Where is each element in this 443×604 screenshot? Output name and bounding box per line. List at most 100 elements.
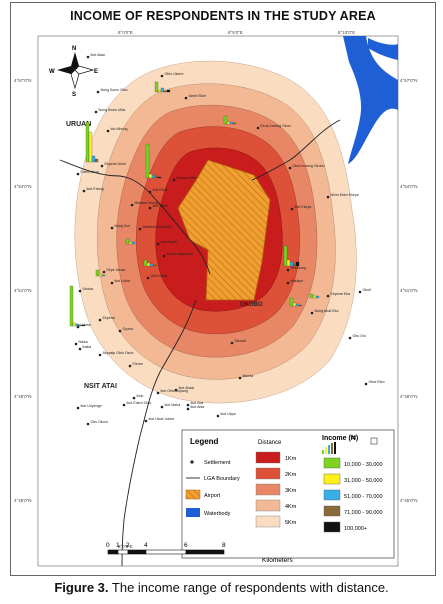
settlement-label: Ikot Abia <box>191 405 205 409</box>
income-bar <box>69 285 74 327</box>
settlement-point <box>76 325 80 329</box>
distance-legend: 1Km 2Km 3Km 4Km 5Km <box>255 451 297 528</box>
north-arrow-icon: N S E W <box>49 46 98 98</box>
settlement-label: Ikot Abasi <box>179 386 195 390</box>
income-bar <box>78 324 83 327</box>
distance-swatch <box>255 515 281 528</box>
settlement-label: Ikot Nkim <box>153 204 168 208</box>
settlement-point <box>326 294 330 298</box>
settlement-label: Okoedi <box>235 339 247 343</box>
settlement-point <box>76 172 80 176</box>
income-label: 71,000 - 90,000 <box>344 510 383 516</box>
settlement-symbol <box>190 460 194 464</box>
settlement-label: Mbiaikot Ikot Nkim <box>143 225 172 229</box>
settlement-point <box>148 190 152 194</box>
scale-tick-label: 6 <box>184 542 188 549</box>
settlement-label: Ikot Akpan <box>161 240 178 244</box>
income-bar <box>91 155 96 163</box>
settlement-point <box>102 270 106 274</box>
income-bar <box>157 176 162 179</box>
settlement-point <box>156 242 160 246</box>
lga-boundary <box>251 119 341 181</box>
settlement-label: Obio Usiere <box>165 72 184 76</box>
settlement: Ikot Nkim <box>148 204 168 210</box>
settlement-label: Esuk Inwang Okon <box>261 124 291 128</box>
income-bar <box>149 263 154 267</box>
settlement-point <box>98 353 102 357</box>
scale-segment <box>185 549 225 555</box>
settlement-point <box>184 96 188 100</box>
settlement-label: Udeke <box>81 323 91 327</box>
settlements-layer: Ikot Akan Obio Usiere Nung Ikono Obio Ishie… <box>74 53 384 426</box>
settlement-point <box>82 189 86 193</box>
region-label-uruan: URUAN <box>66 121 91 128</box>
income-bar <box>223 115 228 125</box>
income-bar-cluster <box>125 238 136 245</box>
grid-label-left: 4°54'0"N <box>14 184 32 189</box>
settlement-label: Idaukpe <box>291 279 304 283</box>
settlement-label: Nkim Ekim Ekeya <box>331 193 359 197</box>
settlement: Ikot Udua <box>110 279 130 285</box>
settlement-point <box>160 405 164 409</box>
income-swatch <box>323 521 341 533</box>
settlement-point <box>122 403 126 407</box>
scale-segment <box>117 549 129 555</box>
settlement-label: Ikot Udua <box>115 279 130 283</box>
settlement-point <box>162 254 166 258</box>
scale-tick-label: 8 <box>222 542 226 549</box>
settlement: Ndisa <box>74 340 88 346</box>
settlement-label: Mbiabet Idiong <box>135 201 159 205</box>
income-bar <box>163 90 168 93</box>
settlement: Ikot Ekeya <box>290 205 312 211</box>
income-bar <box>229 121 234 125</box>
settlement-point <box>148 206 152 210</box>
scale-tick-label: 0 <box>106 542 110 549</box>
settlement: Ikot Akpan <box>156 240 178 246</box>
income-bar <box>72 322 77 327</box>
settlement-label: Eweke Akpainak <box>167 252 194 256</box>
income-bar <box>75 323 80 327</box>
settlement-point <box>290 207 294 211</box>
settlement-label: Oyobo <box>123 327 134 331</box>
settlement-label: Idu Mbong <box>111 127 128 131</box>
settlement-point <box>144 419 148 423</box>
settlement-point <box>76 406 80 410</box>
settlement: Obio Usiere <box>160 72 184 78</box>
settlement-label: Ikot Ekeya <box>295 205 312 209</box>
settlement-point <box>286 281 290 285</box>
settlement: Ekpena <box>98 316 115 322</box>
settlement-label: Ekpene Eka <box>331 292 350 296</box>
income-bar <box>95 269 100 277</box>
settlement: Nung Ikono Ufok <box>94 108 125 114</box>
settlement-point <box>106 129 110 133</box>
settlement-point <box>160 74 164 78</box>
settlement: Itimnta <box>238 374 253 380</box>
settlement-point <box>286 268 290 272</box>
income-bar <box>145 143 150 179</box>
settlement-label: Mbiaso Ekim <box>177 176 198 180</box>
legend-title: Legend <box>190 437 219 446</box>
settlement-label: Ikot Ukpa <box>221 412 236 416</box>
income-legend: 10,000 - 30,000 31,000 - 50,000 51,000 - 7… <box>323 457 383 533</box>
settlement: Edem Urua <box>76 170 99 176</box>
settlement-label: Ibaka <box>83 345 92 349</box>
income-bar-cluster <box>143 259 157 267</box>
settlement: Eweke Akpainak <box>162 252 194 258</box>
income-swatch <box>323 457 341 469</box>
income-bar-cluster <box>289 297 303 307</box>
settlement: Esuk Inwang Okon <box>256 124 291 130</box>
caption-label: Figure 3. <box>54 580 109 595</box>
income-bar <box>152 264 157 267</box>
settlement-label: Uboka <box>83 287 93 291</box>
settlement: Mbiabet Idiong <box>130 201 159 207</box>
income-bar <box>157 89 162 93</box>
settlement-point <box>256 126 260 130</box>
settlement: Obo Oro <box>348 334 366 340</box>
settlement: Mbiaikot Ikot Nkim <box>138 225 172 231</box>
income-swatch <box>323 473 341 485</box>
settlement-point <box>96 90 100 94</box>
settlement-point <box>216 414 220 418</box>
scale-segment <box>127 549 147 555</box>
income-bar <box>226 121 231 125</box>
